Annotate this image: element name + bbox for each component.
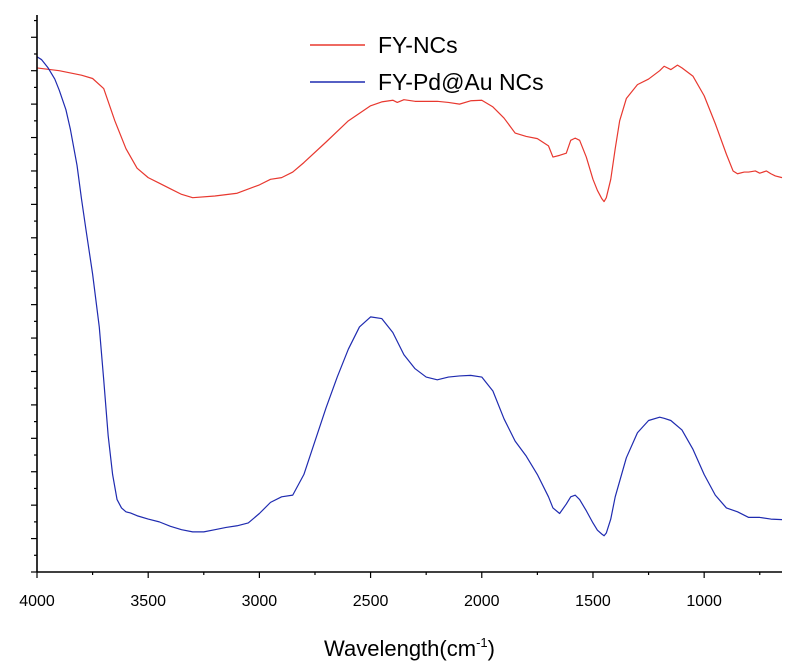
legend-label-fy-ncs: FY-NCs	[378, 32, 458, 58]
x-tick-label: 3000	[242, 593, 278, 610]
x-tick-label: 1500	[575, 593, 611, 610]
y-axis-ticks	[31, 19, 37, 573]
legend: FY-NCs FY-Pd@Au NCs	[310, 32, 544, 95]
series-line-fy-pd-au-ncs	[36, 56, 783, 537]
series-line-fy-ncs	[36, 64, 783, 203]
x-tick-label: 3500	[130, 593, 166, 610]
series-layer	[36, 56, 783, 537]
x-axis-title-suffix: )	[488, 636, 495, 661]
x-tick-label: 2000	[464, 593, 500, 610]
x-tick-label: 2500	[353, 593, 389, 610]
x-tick-label: 1000	[686, 593, 722, 610]
x-axis-title: Wavelength(cm-1)	[324, 635, 495, 661]
x-axis-ticks: 4000 3500 3000 2500 2000 1500 1000	[19, 572, 761, 610]
x-axis-title-exponent: -1	[476, 635, 488, 650]
x-axis-title-main: Wavelength(cm	[324, 636, 476, 661]
axes: 4000 3500 3000 2500 2000 1500 1000	[19, 15, 782, 610]
legend-label-fy-pd-au-ncs: FY-Pd@Au NCs	[378, 69, 544, 95]
x-tick-label: 4000	[19, 593, 55, 610]
